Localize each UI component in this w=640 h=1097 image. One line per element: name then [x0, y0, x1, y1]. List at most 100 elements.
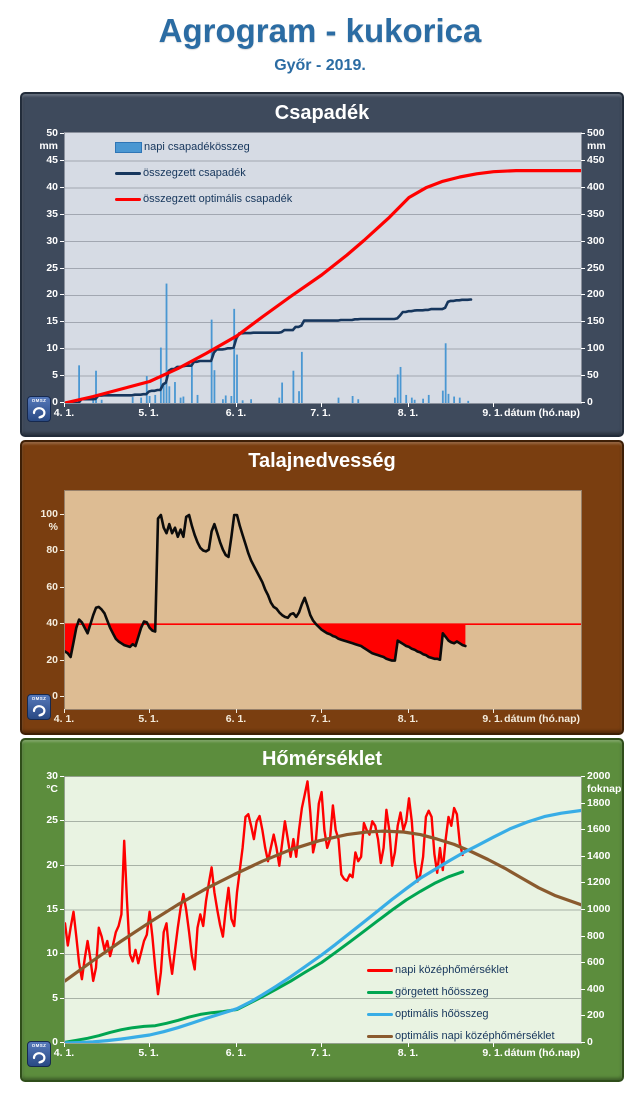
series-napi-csapad-k-sszeg-bar [148, 396, 151, 403]
series-napi-csapad-k-sszeg-bar [453, 396, 456, 403]
legend-item: optimális napi középhőmérséklet [367, 1030, 555, 1043]
left-axis-tick-label: 20 [46, 653, 58, 666]
right-axis-tick-label: 500 [587, 127, 605, 139]
series-napi-csapad-k-sszeg-bar [236, 354, 238, 403]
left-axis-tick [60, 820, 64, 822]
series-napi-csapad-k-sszeg-bar [467, 400, 470, 403]
left-axis-tick-label: 30 [46, 770, 58, 782]
x-axis-month-label: 7. 1. [310, 1047, 331, 1059]
right-axis-tick-label: 300 [587, 234, 605, 247]
x-axis-tick [320, 709, 322, 713]
x-axis-month-label: 5. 1. [138, 407, 159, 419]
omsz-swirl-icon [32, 407, 46, 419]
right-axis-tick-label: 1400 [587, 849, 611, 862]
series-napi-csapad-k-sszeg-bar [413, 399, 416, 403]
left-axis-tick [60, 696, 64, 697]
series-napi-csapad-k-sszeg-bar [222, 399, 224, 403]
left-axis-tick-label: 60 [46, 580, 58, 593]
left-axis-unit: mm [39, 140, 58, 152]
right-axis-unit: mm [587, 140, 606, 152]
right-axis-tick-label: 600 [587, 956, 605, 969]
left-axis-tick [60, 514, 64, 515]
right-axis-tick-label: 250 [587, 261, 605, 274]
left-axis-tick-label: 45 [46, 153, 58, 166]
x-axis-tick [236, 1043, 237, 1047]
series-napi-csapad-k-sszeg-bar [145, 376, 148, 403]
left-axis-tick [60, 909, 64, 910]
right-axis-tick-label: 1800 [587, 796, 611, 809]
legend-label: összegzett csapadék [143, 167, 246, 179]
right-axis-tick [581, 186, 585, 188]
right-axis-tick-label: 0 [587, 1036, 593, 1048]
omsz-logo-label: OMSZ [31, 398, 47, 403]
right-axis-unit: foknap [587, 783, 622, 795]
left-axis-tick-label: 0 [52, 690, 58, 702]
series-napi-csapad-k-sszeg-bar [174, 382, 176, 403]
series-optim-lis-h-sszeg [65, 808, 581, 1043]
right-axis-tick-label: 200 [587, 1009, 605, 1022]
series-napi-csapad-k-sszeg-bar [190, 364, 193, 403]
right-axis-tick-label: 350 [587, 207, 605, 220]
right-axis-tick [581, 1042, 585, 1043]
omsz-swirl-icon [32, 1052, 46, 1064]
x-axis-month-label: 5. 1. [138, 1047, 159, 1059]
x-axis-tick [492, 709, 494, 713]
right-axis-tick [581, 133, 585, 134]
series-napi-csapad-k-sszeg-bar [351, 396, 354, 403]
x-axis-month-label: 5. 1. [138, 713, 159, 725]
right-axis-tick-label: 1200 [587, 876, 611, 889]
series-napi-csapad-k-sszeg-bar [179, 397, 182, 403]
series-napi-csapad-k-sszeg-bar [458, 397, 461, 403]
series-napi-csapad-k-sszeg-bar [165, 283, 168, 403]
series-optim-lis-napi-k-z-ph-m-rs-klet [65, 829, 581, 983]
right-axis-tick [581, 909, 585, 910]
left-axis-tick [60, 294, 64, 296]
right-axis-tick-label: 400 [587, 982, 605, 995]
left-axis-tick-label: 100 [40, 508, 58, 520]
omsz-logo-label: OMSZ [31, 696, 47, 701]
right-axis-tick-label: 1600 [587, 823, 611, 836]
left-axis-tick [60, 1042, 64, 1043]
right-axis-tick-label: 50 [587, 369, 599, 382]
panel-talajnedvesseg: Talajnedvesség OMSZ 0 20 40 60 80 100% 4. 1. 5.… [20, 440, 624, 735]
left-axis-tick [60, 240, 64, 242]
series-napi-csapad-k-sszeg-bar [337, 397, 340, 403]
left-axis-tick-label: 35 [46, 207, 58, 220]
right-axis-tick [581, 855, 585, 857]
omsz-logo: OMSZ [27, 396, 51, 422]
left-axis-tick-label: 10 [46, 947, 58, 960]
series-napi-csapad-k-sszeg-bar [250, 399, 252, 403]
legend-swatch-line [367, 968, 393, 973]
legend-item: összegzett csapadék [115, 167, 246, 180]
left-axis-tick-label: 5 [52, 369, 58, 382]
left-axis-tick [60, 375, 64, 377]
series-napi-csapad-k-sszeg-bar [427, 394, 430, 403]
legend-label: görgetett hőösszeg [395, 986, 489, 998]
x-axis-month-label: 8. 1. [397, 1047, 419, 1059]
legend-swatch-line [115, 197, 141, 202]
left-axis-unit: °C [46, 783, 58, 795]
legend-label: optimális hőösszeg [395, 1008, 489, 1020]
left-axis-tick [60, 586, 64, 588]
series-napi-csapad-k-sszeg-bar [100, 399, 103, 403]
below-threshold-fill [108, 624, 143, 647]
series-napi-csapad-k-sszeg-bar [140, 397, 143, 403]
x-axis-tick [320, 403, 322, 407]
x-axis-tick [64, 709, 65, 713]
panel-title-homerseklet: Hőmérséklet [261, 748, 383, 770]
series-talajnedvess-g [65, 513, 467, 662]
x-axis-month-label: 4. 1. [53, 407, 75, 419]
series-napi-csapad-k-sszeg-bar [357, 399, 360, 403]
left-axis-tick [60, 659, 64, 661]
below-threshold-fill [315, 624, 466, 661]
left-axis-tick-label: 0 [52, 396, 58, 408]
right-axis-tick-label: 0 [587, 396, 593, 408]
series-napi-csapad-k-sszeg-bar [92, 399, 95, 403]
x-axis-tick [236, 709, 237, 713]
left-axis-tick-label: 5 [52, 991, 58, 1004]
series-napi-csapad-k-sszeg-bar [405, 394, 408, 403]
right-axis-tick-label: 1000 [587, 903, 611, 915]
series-napi-csapad-k-sszeg-bar [233, 308, 236, 403]
left-axis-tick [60, 159, 64, 161]
x-axis-tick [64, 403, 65, 407]
